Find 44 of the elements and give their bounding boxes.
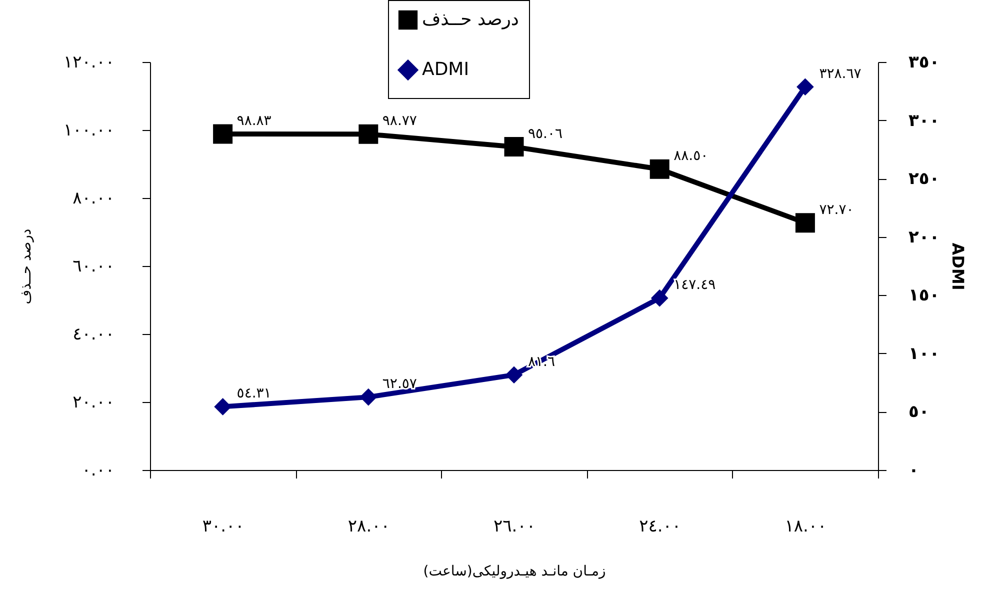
point xyxy=(650,159,670,179)
y-tick-label: ١٢٠.٠٠ xyxy=(63,52,114,72)
y-tick-label: ١٠٠.٠٠ xyxy=(63,120,114,140)
point xyxy=(213,124,233,144)
x-axis-title: زمـان مانـد هیـدرولیکی(ساعت) xyxy=(423,564,606,580)
data-label: ٣٢٨.٦٧ xyxy=(819,66,862,82)
data-label: ٩٨.٨٣ xyxy=(236,112,272,129)
point xyxy=(358,124,378,144)
data-label: ٥٤.٣١ xyxy=(236,386,272,402)
legend-label: ADMI xyxy=(422,59,470,80)
y-tick-label: ٨٠.٠٠ xyxy=(72,188,114,208)
x-tick-label: ٣٠.٠٠ xyxy=(202,516,244,536)
y-tick-label: ٤٠.٠٠ xyxy=(72,324,114,344)
point xyxy=(795,213,815,233)
y2-tick-label: ٢٠٠ xyxy=(908,227,940,248)
x-tick-label: ٢٦.٠٠ xyxy=(494,516,536,536)
y-axis-title: درصد حــذف xyxy=(18,228,34,304)
point xyxy=(360,388,378,406)
legend-label: درصد حــذف xyxy=(422,9,519,30)
y2-tick-label: ٣٥٠ xyxy=(908,52,940,72)
y2-tick-label: ٣٠٠ xyxy=(908,110,940,131)
point xyxy=(505,366,523,384)
y-tick-label: ٢٠.٠٠ xyxy=(72,392,114,412)
y2-tick-label: ٥٠ xyxy=(908,402,930,422)
data-label: ١٤٧.٤٩ xyxy=(674,277,716,294)
data-label: ٧٢.٧٠ xyxy=(819,202,854,218)
y2-axis-title: ADMI xyxy=(948,242,968,290)
point xyxy=(650,289,668,307)
y-tick-label: ٠.٠٠ xyxy=(82,460,114,480)
data-label: ٩٥.٠٦ xyxy=(528,126,563,142)
x-tick-label: ٢٤.٠٠ xyxy=(639,516,682,536)
y-tick-label: ٦٠.٠٠ xyxy=(72,256,114,276)
y2-tick-label: ٠ xyxy=(908,460,919,480)
data-label: ٨٨.٥٠ xyxy=(674,148,708,164)
data-label: ٩٨.٧٧ xyxy=(382,113,418,130)
point xyxy=(214,398,232,416)
y2-tick-label: ٢٥٠ xyxy=(908,169,940,190)
y2-tick-label: ١٠٠ xyxy=(908,344,940,364)
data-label: ٦٢.٥٧ xyxy=(382,376,418,392)
x-tick-label: ١٨.٠٠ xyxy=(784,516,827,536)
y2-tick-label: ١٥٠ xyxy=(908,286,940,306)
point xyxy=(504,137,524,157)
point xyxy=(796,78,814,96)
x-tick-label: ٢٨.٠٠ xyxy=(348,516,390,536)
